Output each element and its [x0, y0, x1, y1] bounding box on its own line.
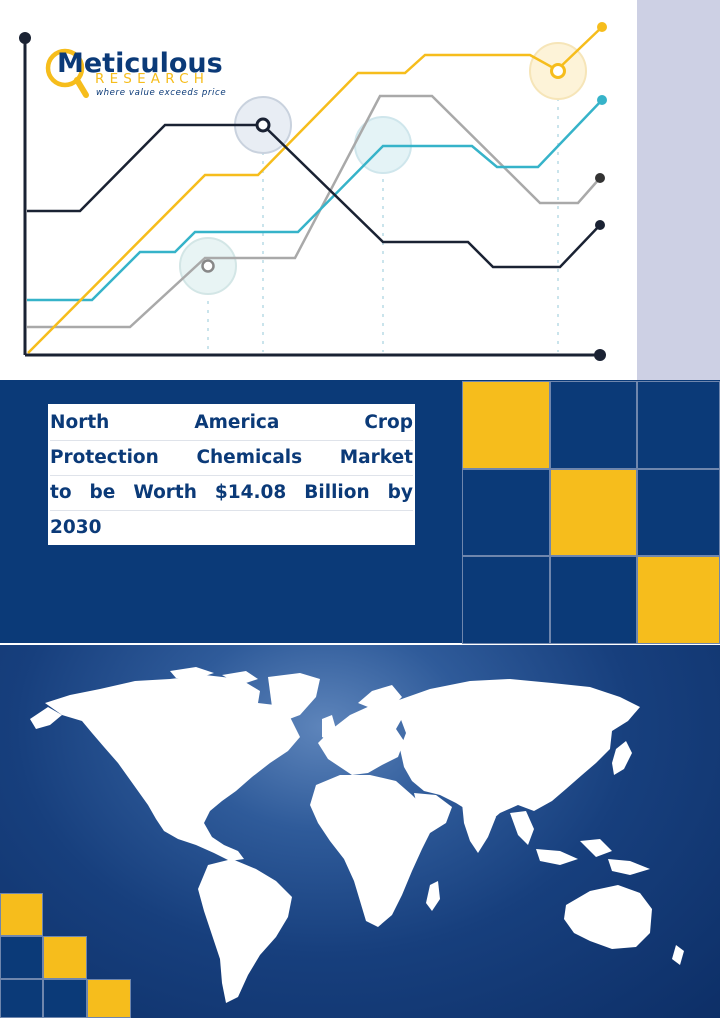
new-zealand-shape: [672, 945, 684, 965]
series-yellow-end-dot: [597, 22, 607, 32]
headline-word: Market: [339, 447, 413, 468]
headline-word: Protection: [50, 447, 159, 468]
series-dark-end-dot: [595, 220, 605, 230]
arctic-islands-shape: [170, 667, 258, 685]
corner-tile-blue: [0, 936, 43, 979]
series-gray-line: [27, 94, 601, 329]
series-teal-end-dot: [597, 95, 607, 105]
headline-word: Billion: [304, 482, 370, 503]
grid-tile-blue: [462, 556, 550, 644]
headline-word: be: [89, 482, 116, 503]
series-gray-end-dot: [595, 173, 605, 183]
headline-word: North: [50, 412, 110, 433]
logo-wordmark: Meticulous: [57, 48, 223, 79]
meticulous-research-logo: Meticulous RESEARCH where value exceeds …: [45, 48, 226, 98]
headline-line-3: to be Worth $14.08 Billion by: [50, 476, 413, 511]
corner-tile-yellow: [43, 936, 87, 979]
greenland-shape: [268, 673, 320, 721]
logo-tagline: where value exceeds price: [96, 88, 226, 98]
headline-line-1: North America Crop: [50, 406, 413, 441]
north-america-shape: [45, 675, 300, 861]
x-axis-dot: [594, 349, 606, 361]
australia-shape: [564, 885, 652, 949]
series-teal-line: [27, 99, 603, 302]
headline-word: Worth: [133, 482, 197, 503]
series-dark-marker: [255, 117, 271, 133]
europe-shape: [318, 701, 404, 775]
corner-tile-blue: [43, 979, 87, 1018]
uk-shape: [322, 715, 336, 741]
grid-tile-blue: [550, 381, 637, 469]
world-map-illustration: [30, 667, 684, 1003]
headline-word: to: [50, 482, 72, 503]
grid-tile-yellow: [637, 556, 720, 644]
hero-chart-area: Meticulous RESEARCH where value exceeds …: [0, 0, 720, 380]
grid-tile-blue: [637, 381, 720, 469]
series-dark-line: [27, 123, 601, 269]
series-yellow-line: [27, 26, 603, 354]
headline-word: Crop: [364, 412, 413, 433]
headline-word: by: [387, 482, 413, 503]
grid-tile-blue: [462, 469, 550, 556]
magnifier-handle-icon: [74, 77, 89, 98]
logo-subtitle: RESEARCH: [95, 71, 209, 87]
y-axis-dot: [19, 32, 31, 44]
india-shape: [462, 801, 496, 853]
headline-line-2: Protection Chemicals Market: [50, 441, 413, 476]
side-strip: [637, 0, 720, 380]
world-map-section: [0, 645, 720, 1018]
corner-tile-yellow: [0, 893, 43, 936]
corner-tile-yellow: [87, 979, 131, 1018]
madagascar-shape: [426, 881, 440, 911]
scandinavia-shape: [358, 685, 402, 711]
southeast-asia-shape: [510, 811, 650, 875]
series-yellow-marker: [550, 63, 566, 79]
headline-word: 2030: [50, 517, 102, 538]
corner-tile-blue: [0, 979, 43, 1018]
line-chart-illustration: [19, 22, 607, 361]
japan-shape: [612, 741, 632, 775]
grid-tile-blue: [550, 556, 637, 644]
headline-word: America: [194, 412, 280, 433]
grid-tile-blue: [637, 469, 720, 556]
south-america-shape: [198, 859, 292, 1003]
arabia-shape: [414, 793, 452, 833]
africa-shape: [310, 775, 432, 927]
headline-word: Chemicals: [196, 447, 303, 468]
headline-word: $14.08: [214, 482, 287, 503]
magnifier-ring-icon: [45, 48, 85, 88]
grid-tile-yellow: [462, 381, 550, 469]
series-gray-marker: [201, 259, 215, 273]
grid-tile-yellow: [550, 469, 637, 556]
alaska-shape: [30, 707, 62, 729]
headline-box: North America Crop Protection Chemicals …: [48, 404, 415, 545]
asia-shape: [396, 679, 640, 825]
headline-line-4: 2030: [50, 511, 413, 545]
